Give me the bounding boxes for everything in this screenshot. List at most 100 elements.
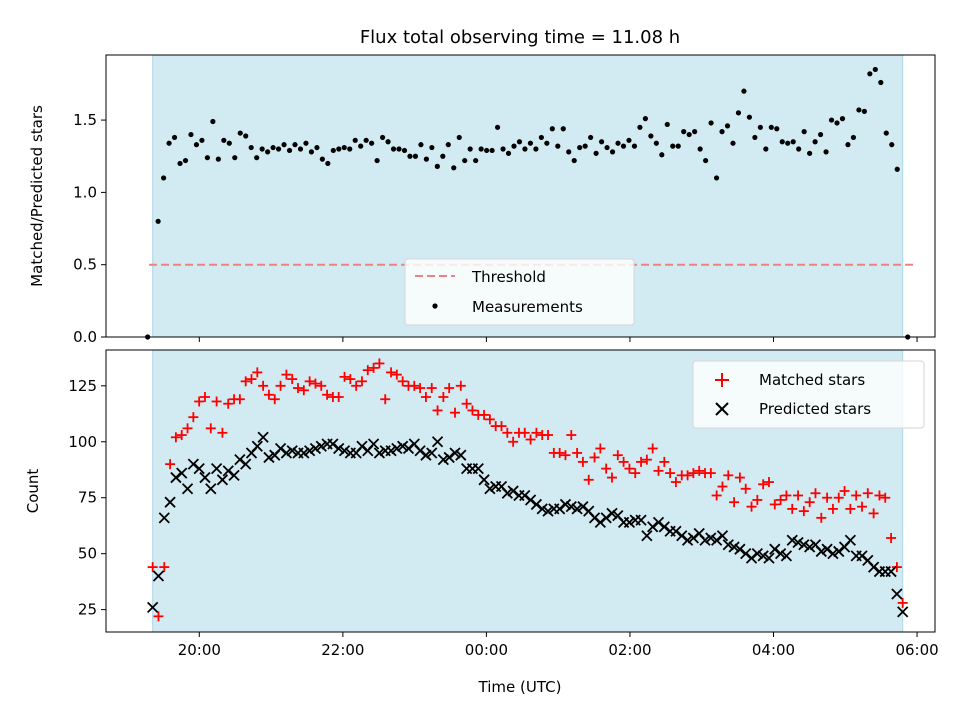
- measurement-point: [182, 157, 189, 164]
- measurement-point: [314, 144, 320, 151]
- matched-star-point: [391, 369, 402, 380]
- predicted-star-point: [711, 534, 723, 546]
- matched-star-point: [880, 492, 891, 503]
- measurement-point: [204, 155, 211, 161]
- predicted-star-point: [152, 570, 165, 582]
- matched-star-point: [833, 492, 844, 503]
- matched-star-point: [188, 412, 199, 423]
- matched-star-point: [339, 371, 350, 382]
- matched-star-point: [234, 394, 245, 405]
- matched-star-point: [449, 407, 460, 418]
- measurement-point: [418, 142, 424, 148]
- bottom-panel-frame: [105, 349, 936, 633]
- predicted-star-point: [455, 449, 467, 461]
- measurement-point: [637, 124, 643, 130]
- measurement-point: [872, 66, 878, 73]
- predicted-star-point: [304, 445, 316, 457]
- predicted-star-point: [373, 447, 386, 459]
- predicted-star-point: [391, 442, 403, 455]
- predicted-star-point: [821, 543, 833, 555]
- predicted-star-point: [769, 543, 781, 555]
- matched-star-point: [438, 392, 449, 402]
- matched-star-point: [566, 430, 577, 441]
- measurement-point: [199, 137, 205, 143]
- matched-stars-series: [147, 358, 908, 622]
- measurement-point: [593, 150, 599, 156]
- top-legend-box: [404, 258, 635, 326]
- matched-star-point: [822, 492, 833, 503]
- predicted-star-point: [798, 539, 810, 551]
- predicted-star-point: [774, 548, 787, 560]
- predicted-legend-label: Predicted stars: [759, 400, 871, 418]
- matched-star-point: [670, 477, 681, 488]
- predicted-star-point: [763, 552, 775, 564]
- matched-star-point: [682, 470, 693, 481]
- measurement-point: [741, 88, 747, 94]
- predicted-star-point: [716, 530, 729, 542]
- predicted-star-point: [274, 442, 287, 455]
- matched-star-point: [467, 405, 478, 416]
- matched-star-point: [729, 497, 740, 508]
- matched-star-point: [554, 447, 565, 458]
- measurement-point: [730, 140, 736, 146]
- predicted-star-point: [833, 545, 845, 558]
- matched-star-point: [211, 396, 222, 407]
- matched-star-point: [356, 376, 367, 387]
- measurement-point: [511, 143, 517, 149]
- predicted-star-point: [315, 440, 327, 452]
- predicted-star-point: [856, 550, 868, 562]
- measurement-point: [379, 134, 386, 141]
- predicted-star-point: [437, 454, 450, 466]
- measurement-point: [401, 147, 408, 154]
- predicted-star-point: [397, 440, 409, 452]
- measurement-point: [664, 121, 670, 128]
- measurement-point: [374, 157, 380, 164]
- measurement-point: [494, 124, 501, 130]
- predicted-star-point: [897, 606, 909, 618]
- predicted-star-point: [757, 550, 769, 562]
- predicted-star-point: [309, 442, 322, 455]
- predicted-star-point: [210, 462, 223, 475]
- predicted-star-point: [588, 512, 601, 524]
- bottom-y-axis-label: Count: [24, 469, 42, 514]
- measurement-point: [303, 140, 309, 146]
- measurement-point: [801, 129, 807, 135]
- measurement-point: [363, 137, 369, 143]
- predicted-star-point: [420, 449, 432, 461]
- matched-star-point: [868, 508, 879, 519]
- predicted-star-point: [780, 550, 793, 562]
- matched-star-point: [176, 430, 187, 441]
- matched-star-point: [182, 423, 193, 434]
- predicted-star-point: [338, 445, 351, 457]
- matched-star-point: [322, 389, 333, 400]
- matched-star-point: [810, 488, 821, 499]
- matched-star-point: [479, 409, 490, 420]
- measurement-point: [527, 140, 534, 146]
- matched-star-point: [601, 463, 612, 474]
- matched-star-point: [165, 459, 176, 470]
- matched-star-point: [432, 405, 443, 416]
- measurement-point: [648, 133, 654, 139]
- top-legend: Threshold Measurements: [404, 258, 635, 326]
- matched-star-point: [862, 488, 873, 499]
- matched-star-point: [415, 383, 426, 394]
- predicted-star-point: [524, 494, 537, 506]
- matched-star-point: [769, 499, 780, 510]
- predicted-star-point: [187, 458, 199, 470]
- measurement-point: [713, 175, 720, 181]
- predicted-star-point: [507, 485, 519, 497]
- measurement-point: [412, 153, 419, 159]
- measurement-point: [883, 130, 889, 136]
- measurement-point: [451, 165, 457, 171]
- matched-star-point: [246, 374, 257, 385]
- predicted-star-point: [885, 565, 897, 578]
- bottom-y-ticks: 25 50 75 100 125: [68, 377, 106, 619]
- matched-star-point: [147, 562, 158, 573]
- predicted-star-point: [891, 588, 903, 600]
- predicted-star-point: [844, 534, 857, 546]
- measurement-point: [155, 218, 161, 224]
- bottom-legend: Matched stars Predicted stars: [692, 360, 925, 429]
- measurement-point: [516, 139, 523, 145]
- predicted-star-point: [431, 436, 444, 448]
- matched-star-point: [606, 472, 617, 483]
